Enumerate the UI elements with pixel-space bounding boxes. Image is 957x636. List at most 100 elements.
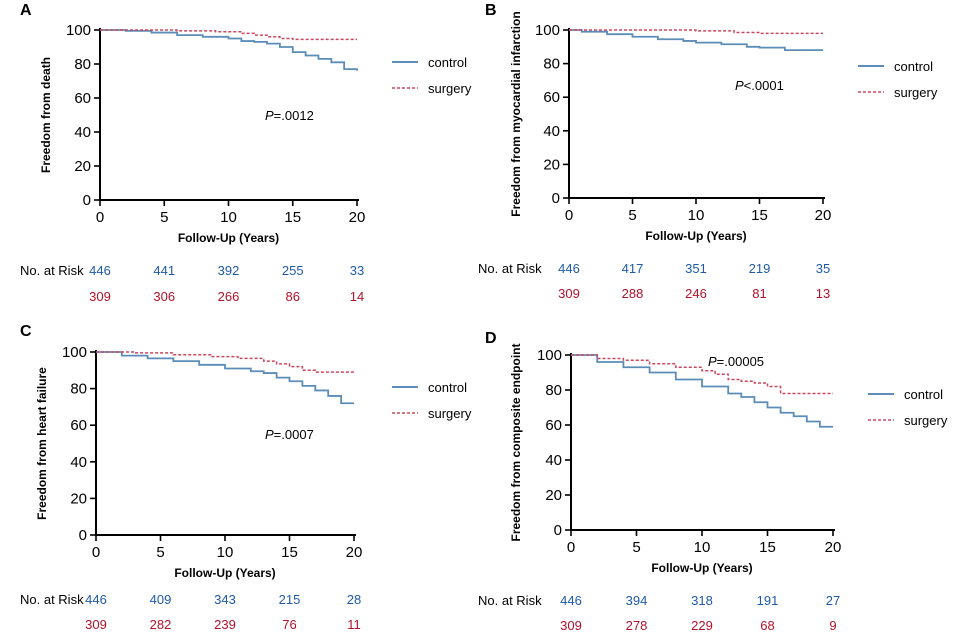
x-tick-label: 15 (759, 539, 776, 556)
legend-control-label: control (428, 55, 467, 70)
legend-control-label: control (894, 59, 933, 74)
legend-surgery-label: surgery (428, 81, 472, 96)
series-control-line (569, 29, 823, 52)
p-value: P=.0007 (265, 427, 314, 442)
y-tick-label: 80 (543, 56, 560, 73)
x-tick-label: 0 (567, 539, 575, 556)
y-tick-label: 40 (74, 124, 91, 141)
risk-surgery-value: 246 (685, 286, 707, 301)
y-tick-label: 20 (70, 490, 87, 507)
legend: control surgery (858, 59, 938, 100)
y-tick-label: 100 (66, 22, 91, 39)
risk-control-value: 35 (816, 261, 830, 276)
x-tick-label: 10 (220, 209, 237, 226)
series-surgery-line (100, 29, 357, 41)
series-control-line (96, 351, 354, 405)
risk-control-value: 446 (560, 593, 582, 608)
risk-control-value: 27 (826, 593, 840, 608)
y-tick-label: 100 (537, 347, 562, 364)
x-tick-label: 0 (565, 207, 573, 224)
risk-table-label: No. at Risk (478, 261, 542, 276)
p-value: P<.0001 (735, 78, 784, 93)
risk-control-value: 318 (691, 593, 713, 608)
y-axis-title: Freedom from composite endpoint (509, 343, 523, 541)
risk-surgery-value: 76 (282, 617, 296, 631)
y-tick-label: 40 (545, 452, 562, 469)
x-tick-label: 0 (92, 544, 100, 561)
risk-surgery-value: 282 (150, 617, 172, 631)
y-tick-label: 0 (552, 190, 560, 207)
risk-surgery-value: 14 (350, 289, 364, 304)
y-tick-label: 80 (74, 56, 91, 73)
x-axis-title: Follow-Up (Years) (651, 561, 752, 575)
x-tick-label: 20 (346, 544, 363, 561)
y-tick-label: 100 (62, 344, 87, 361)
risk-surgery-value: 309 (85, 617, 107, 631)
p-value: P=.00005 (708, 354, 764, 369)
legend-control-label: control (904, 387, 943, 402)
risk-control-value: 255 (282, 263, 304, 278)
risk-surgery-value: 11 (347, 617, 361, 631)
y-tick-label: 20 (74, 158, 91, 175)
p-value-number: =.0012 (274, 108, 314, 123)
legend-surgery-label: surgery (894, 85, 938, 100)
risk-surgery-value: 68 (760, 618, 774, 631)
x-tick-label: 20 (349, 209, 366, 226)
risk-surgery-value: 229 (691, 618, 713, 631)
risk-control-value: 394 (626, 593, 648, 608)
p-value-number: =.00005 (717, 354, 764, 369)
risk-control-value: 351 (685, 261, 707, 276)
series-control-line (100, 29, 358, 71)
x-tick-label: 5 (632, 539, 640, 556)
legend-surgery-label: surgery (428, 406, 472, 421)
risk-control-value: 417 (622, 261, 644, 276)
risk-surgery-value: 309 (558, 286, 580, 301)
x-tick-label: 5 (628, 207, 636, 224)
panel-letter: A (20, 2, 32, 19)
x-tick-label: 10 (217, 544, 234, 561)
risk-surgery-value: 9 (829, 618, 836, 631)
y-axis-title: Freedom from death (39, 57, 53, 173)
panel-c: C 0 20 40 60 80 100 0 5 10 15 20 Follow-Up (Years) Fr… (20, 323, 472, 632)
x-tick-label: 5 (156, 544, 164, 561)
x-tick-label: 0 (96, 209, 104, 226)
y-tick-label: 0 (554, 522, 562, 539)
y-tick-label: 60 (70, 417, 87, 434)
y-tick-label: 80 (70, 381, 87, 398)
x-tick-label: 20 (825, 539, 842, 556)
panel-letter: C (20, 323, 32, 340)
x-tick-label: 20 (815, 207, 832, 224)
y-tick-label: 20 (545, 487, 562, 504)
series-surgery-line (569, 29, 823, 35)
risk-table-label: No. at Risk (20, 592, 84, 607)
legend: control surgery (392, 380, 472, 421)
legend-control-label: control (428, 380, 467, 395)
series-surgery-line (571, 354, 833, 395)
risk-control-value: 441 (153, 263, 175, 278)
risk-surgery-value: 309 (89, 289, 111, 304)
risk-control-value: 219 (749, 261, 771, 276)
risk-surgery-value: 13 (816, 286, 830, 301)
p-value-symbol: P (265, 427, 274, 442)
panel-a: A 0 20 40 60 80 100 0 5 10 15 20 Follow-Up (Years) Fr… (20, 2, 472, 304)
y-tick-label: 60 (543, 89, 560, 106)
risk-control-value: 446 (85, 592, 107, 607)
risk-surgery-value: 278 (626, 618, 648, 631)
y-tick-label: 80 (545, 382, 562, 399)
p-value-symbol: P (265, 108, 274, 123)
risk-control-value: 343 (214, 592, 236, 607)
panel-b: B 0 20 40 60 80 100 0 5 10 15 20 Follow-Up (Years) Fr… (478, 2, 938, 301)
y-tick-label: 60 (545, 417, 562, 434)
series-control-line (571, 354, 833, 428)
legend: control surgery (868, 387, 948, 428)
risk-table-label: No. at Risk (20, 263, 84, 278)
risk-control-value: 409 (150, 592, 172, 607)
legend-surgery-label: surgery (904, 413, 948, 428)
y-tick-label: 20 (543, 156, 560, 173)
x-tick-label: 5 (160, 209, 168, 226)
panel-letter: D (485, 330, 497, 347)
risk-surgery-value: 81 (752, 286, 766, 301)
p-value-symbol: P (708, 354, 717, 369)
risk-control-value: 33 (350, 263, 364, 278)
